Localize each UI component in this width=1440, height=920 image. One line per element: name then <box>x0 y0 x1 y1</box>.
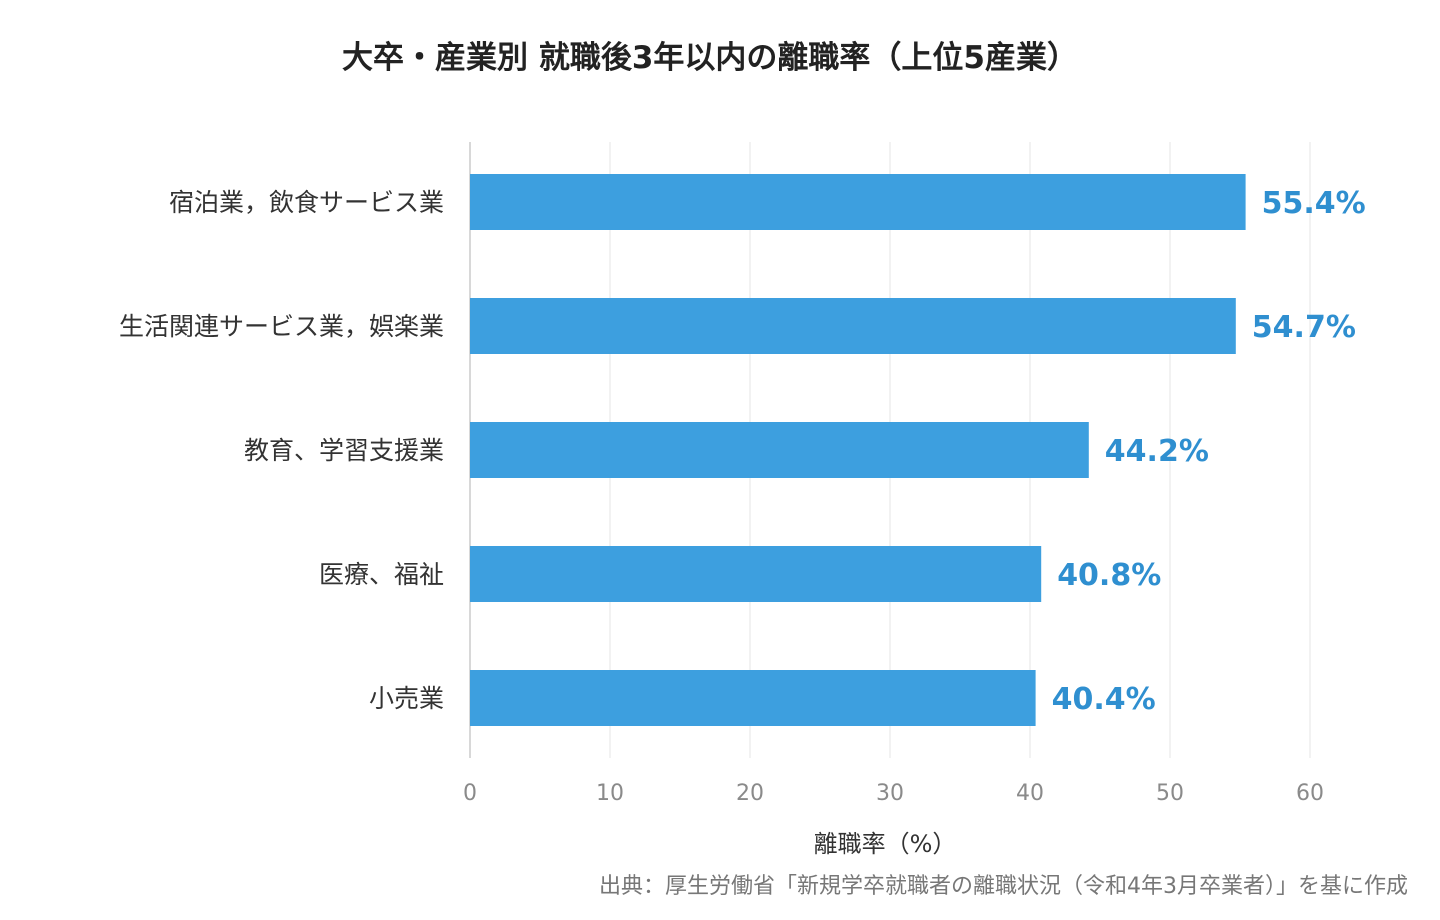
category-label: 教育、学習支援業 <box>244 436 444 465</box>
bars-layer <box>470 174 1246 726</box>
data-label: 40.4% <box>1052 682 1156 717</box>
x-axis-title: 離職率（%） <box>814 830 957 858</box>
chart-title: 大卒・産業別 就職後3年以内の離職率（上位5産業） <box>342 40 1078 76</box>
source-note: 出典：厚生労働省「新規学卒就職者の離職状況（令和4年3月卒業者）」を基に作成 <box>599 874 1408 899</box>
data-label: 40.8% <box>1057 558 1161 593</box>
bar <box>470 174 1246 230</box>
bar <box>470 670 1036 726</box>
bar <box>470 422 1089 478</box>
x-tick-label: 20 <box>736 781 764 806</box>
data-labels: 55.4% 54.7% 44.2% 40.8% 40.4% <box>1052 186 1366 717</box>
bar <box>470 546 1042 602</box>
data-label: 44.2% <box>1105 434 1209 469</box>
data-label: 55.4% <box>1262 186 1366 221</box>
x-tick-label: 40 <box>1016 781 1044 806</box>
category-label: 医療、福祉 <box>319 560 444 589</box>
x-axis-ticks: 0 10 20 30 40 50 60 <box>463 781 1324 806</box>
category-label: 小売業 <box>369 684 444 713</box>
x-tick-label: 0 <box>463 781 477 806</box>
category-label: 宿泊業，飲食サービス業 <box>169 188 444 217</box>
x-tick-label: 10 <box>596 781 624 806</box>
x-tick-label: 60 <box>1296 781 1324 806</box>
bar <box>470 298 1236 354</box>
data-label: 54.7% <box>1252 310 1356 345</box>
category-label: 生活関連サービス業，娯楽業 <box>119 312 444 341</box>
x-tick-label: 50 <box>1156 781 1184 806</box>
x-tick-label: 30 <box>876 781 904 806</box>
